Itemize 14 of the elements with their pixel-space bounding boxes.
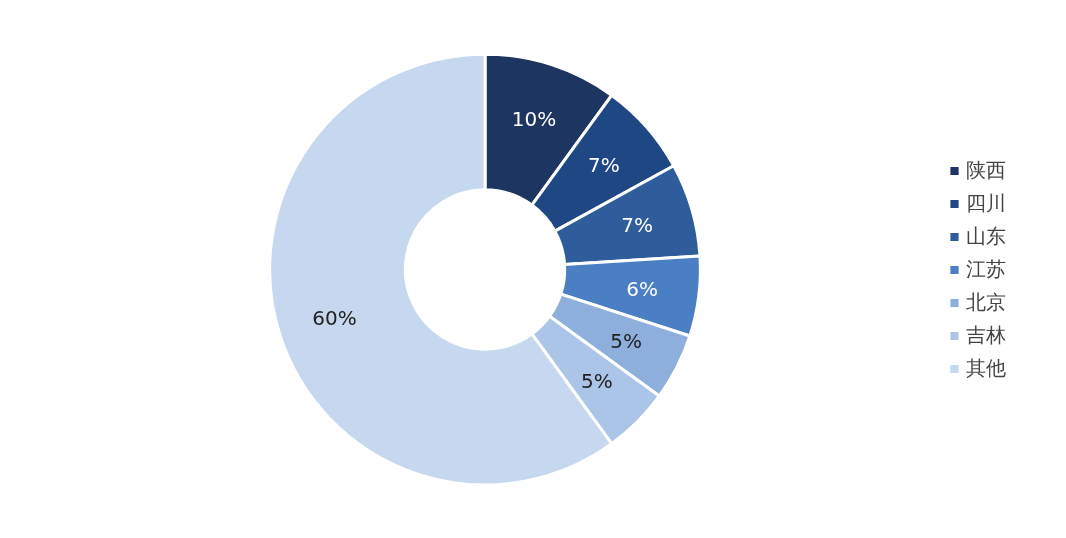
data-label: 5% — [610, 329, 642, 354]
legend-label: 四川 — [966, 189, 1006, 217]
legend-label: 山东 — [966, 222, 1006, 250]
data-label: 6% — [626, 277, 658, 302]
legend-label: 吉林 — [966, 321, 1006, 349]
data-label: 7% — [587, 152, 620, 177]
data-label: 60% — [312, 306, 357, 331]
legend-label: 其他 — [966, 354, 1006, 382]
data-label: 7% — [621, 213, 653, 238]
legend-label: 北京 — [966, 288, 1006, 316]
legend-label: 江苏 — [966, 255, 1006, 283]
data-label: 5% — [581, 369, 613, 394]
data-label: 10% — [511, 107, 557, 132]
legend-label: 陕西 — [966, 156, 1006, 184]
